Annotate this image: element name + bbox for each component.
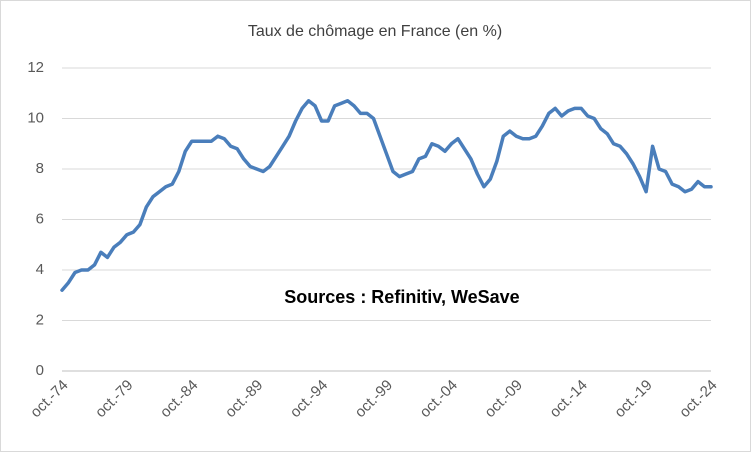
- line-series: [60, 99, 713, 292]
- y-tick-label: 4: [36, 261, 44, 278]
- y-tick-label: 12: [27, 59, 44, 76]
- y-tick-label: 0: [36, 362, 44, 379]
- y-tick-label: 6: [36, 210, 44, 227]
- chart-title: Taux de chômage en France (en %): [248, 23, 502, 40]
- y-tick-label: 2: [36, 311, 44, 328]
- y-tick-label: 8: [36, 160, 44, 177]
- annotation: Sources : Refinitiv, WeSave: [284, 287, 519, 307]
- y-tick-label: 10: [27, 109, 44, 126]
